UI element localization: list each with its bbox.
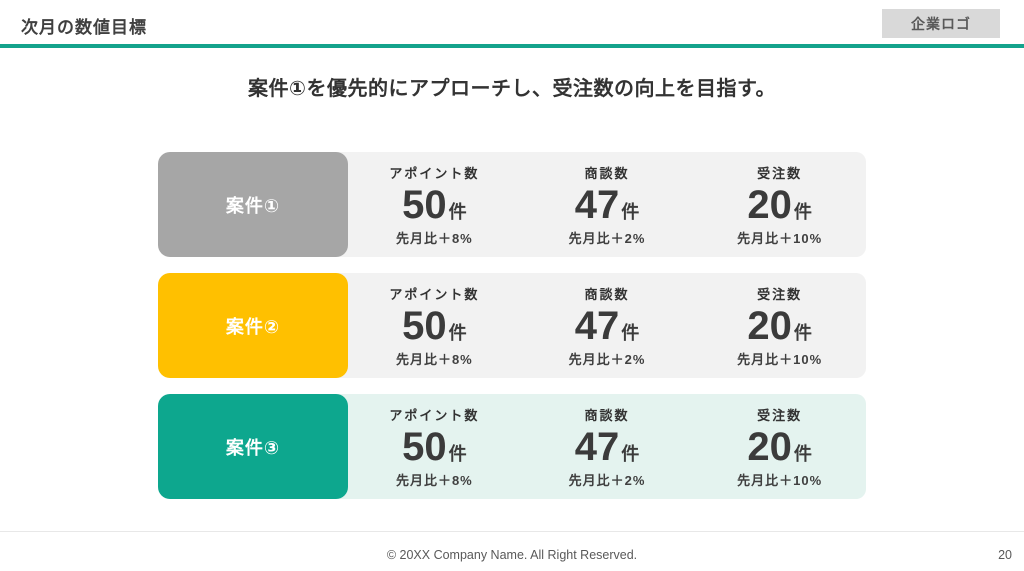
metric-value: 20 bbox=[747, 303, 792, 348]
metric-comparison: 先月比＋2% bbox=[568, 351, 646, 367]
metric-comparison: 先月比＋10% bbox=[737, 230, 823, 246]
metric-label: アポイント数 bbox=[389, 407, 480, 423]
header-accent-rule bbox=[0, 44, 1024, 48]
metric-value: 50 bbox=[402, 182, 447, 227]
metric-label: 受注数 bbox=[757, 165, 803, 181]
metric-value: 47 bbox=[574, 303, 620, 348]
metric-label: 受注数 bbox=[757, 286, 803, 302]
metric-unit: 件 bbox=[793, 201, 812, 222]
row-stats: アポイント数 50 件 先月比＋8% 商談数 47 件 先月比＋2% bbox=[348, 394, 866, 499]
metric-value-line: 50 件 bbox=[402, 425, 467, 469]
metric-value-line: 47 件 bbox=[575, 304, 640, 348]
row-label-case-1: 案件① bbox=[158, 152, 348, 257]
slide-message: 案件①を優先的にアプローチし、受注数の向上を目指す。 bbox=[248, 78, 776, 100]
stat-orders: 受注数 20 件 先月比＋10% bbox=[693, 394, 866, 499]
metric-value-line: 20 件 bbox=[747, 304, 812, 348]
stat-appointments: アポイント数 50 件 先月比＋8% bbox=[348, 394, 521, 499]
metric-unit: 件 bbox=[448, 322, 467, 343]
metric-comparison: 先月比＋8% bbox=[395, 351, 473, 367]
row-stats: アポイント数 50 件 先月比＋8% 商談数 47 件 先月比＋2% bbox=[348, 273, 866, 378]
metric-value-line: 20 件 bbox=[747, 183, 812, 227]
metric-value-line: 20 件 bbox=[747, 425, 812, 469]
metric-value: 20 bbox=[747, 424, 792, 469]
metric-value-line: 47 件 bbox=[575, 183, 640, 227]
metric-unit: 件 bbox=[621, 322, 640, 343]
stat-negotiations: 商談数 47 件 先月比＋2% bbox=[521, 273, 694, 378]
metric-comparison: 先月比＋10% bbox=[737, 351, 823, 367]
metric-label: アポイント数 bbox=[389, 165, 480, 181]
stat-orders: 受注数 20 件 先月比＋10% bbox=[693, 152, 866, 257]
metric-comparison: 先月比＋10% bbox=[737, 472, 823, 488]
metric-unit: 件 bbox=[621, 201, 640, 222]
metric-label: 商談数 bbox=[584, 286, 630, 302]
metric-comparison: 先月比＋2% bbox=[568, 230, 646, 246]
metric-unit: 件 bbox=[448, 443, 467, 464]
metric-value: 20 bbox=[747, 182, 792, 227]
page-title: 次月の数値目標 bbox=[21, 18, 147, 37]
page-number: 20 bbox=[998, 548, 1012, 562]
footer-copyright: © 20XX Company Name. All Right Reserved. bbox=[386, 548, 638, 562]
metric-unit: 件 bbox=[448, 201, 467, 222]
metric-label: 商談数 bbox=[584, 165, 630, 181]
row-stats: アポイント数 50 件 先月比＋8% 商談数 47 件 先月比＋2% bbox=[348, 152, 866, 257]
row-case-1: 案件① アポイント数 50 件 先月比＋8% 商談数 47 件 先月 bbox=[158, 152, 866, 257]
metric-unit: 件 bbox=[793, 443, 812, 464]
metric-value-line: 47 件 bbox=[575, 425, 640, 469]
metric-value: 50 bbox=[402, 424, 447, 469]
metric-value-line: 50 件 bbox=[402, 304, 467, 348]
row-case-2: 案件② アポイント数 50 件 先月比＋8% 商談数 47 件 先月 bbox=[158, 273, 866, 378]
row-label-case-3: 案件③ bbox=[158, 394, 348, 499]
metric-label: アポイント数 bbox=[389, 286, 480, 302]
stat-appointments: アポイント数 50 件 先月比＋8% bbox=[348, 152, 521, 257]
row-label-case-2: 案件② bbox=[158, 273, 348, 378]
metric-value: 47 bbox=[574, 182, 620, 227]
stat-orders: 受注数 20 件 先月比＋10% bbox=[693, 273, 866, 378]
metric-unit: 件 bbox=[621, 443, 640, 464]
metric-value: 47 bbox=[574, 424, 620, 469]
row-case-3: 案件③ アポイント数 50 件 先月比＋8% 商談数 47 件 先月 bbox=[158, 394, 866, 499]
metric-label: 商談数 bbox=[584, 407, 630, 423]
metric-comparison: 先月比＋8% bbox=[395, 472, 473, 488]
footer-divider bbox=[0, 531, 1024, 532]
metric-label: 受注数 bbox=[757, 407, 803, 423]
metric-value-line: 50 件 bbox=[402, 183, 467, 227]
stat-negotiations: 商談数 47 件 先月比＋2% bbox=[521, 394, 694, 499]
stat-appointments: アポイント数 50 件 先月比＋8% bbox=[348, 273, 521, 378]
metric-unit: 件 bbox=[793, 322, 812, 343]
metric-comparison: 先月比＋8% bbox=[395, 230, 473, 246]
metric-comparison: 先月比＋2% bbox=[568, 472, 646, 488]
stat-negotiations: 商談数 47 件 先月比＋2% bbox=[521, 152, 694, 257]
target-rows: 案件① アポイント数 50 件 先月比＋8% 商談数 47 件 先月 bbox=[158, 152, 866, 515]
metric-value: 50 bbox=[402, 303, 447, 348]
company-logo-placeholder: 企業ロゴ bbox=[882, 9, 1000, 38]
